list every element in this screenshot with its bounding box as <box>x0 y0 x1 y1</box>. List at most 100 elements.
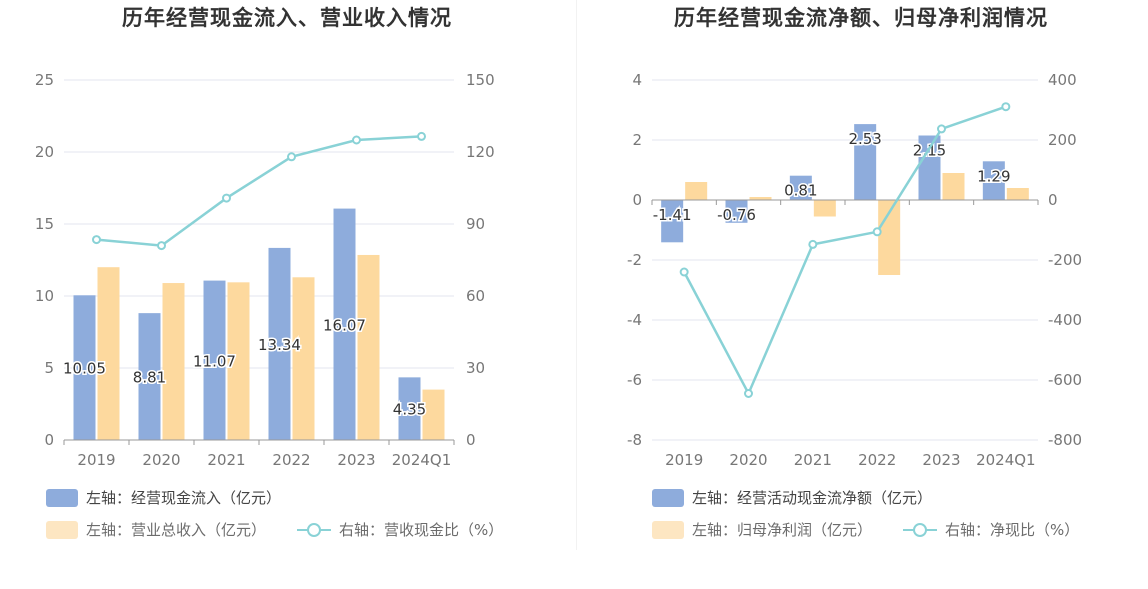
x-tick-label: 2021 <box>794 451 832 469</box>
x-tick-label: 2023 <box>337 451 375 469</box>
y-right-tick-label: -200 <box>1048 251 1082 269</box>
bar-2024Q1-secondary <box>1006 188 1029 200</box>
ratio-point-2023 <box>937 124 946 134</box>
bar-2020-primary <box>725 200 748 223</box>
legend-item-cash-inflow[interactable]: 左轴：经营现金流入（亿元） <box>46 487 281 508</box>
legend-swatch <box>652 520 684 539</box>
bar-2022-secondary <box>878 200 901 275</box>
legend-item-revenue[interactable]: 左轴：营业总收入（亿元） <box>46 519 266 540</box>
bar-2021-secondary <box>227 282 250 440</box>
y-left-tick-label: 25 <box>35 71 54 89</box>
bar-data-label: 2.15 <box>913 142 946 160</box>
y-right-tick-label: 150 <box>466 71 495 89</box>
y-left-tick-label: -8 <box>627 431 642 449</box>
bar-2022-primary <box>854 124 877 200</box>
bar-data-label: 8.81 <box>133 369 166 387</box>
ratio-point-2024Q1 <box>1001 102 1011 112</box>
legend-item-net-profit[interactable]: 左轴：归母净利润（亿元） <box>652 519 872 540</box>
bar-2020-secondary <box>749 197 772 200</box>
bar-data-label: 4.35 <box>393 401 426 419</box>
y-right-tick-label: 60 <box>466 287 485 305</box>
bar-2022-primary <box>268 247 291 440</box>
y-left-tick-label: 2 <box>632 131 642 149</box>
bar-2024Q1-primary <box>982 161 1005 200</box>
legend-item-cash-ratio[interactable]: 右轴：营收现金比（%） <box>297 519 503 540</box>
y-left-tick-label: -6 <box>627 371 642 389</box>
x-tick-label: 2024Q1 <box>392 451 452 469</box>
bar-2024Q1-secondary <box>422 389 445 440</box>
legend-item-net-cash-ratio[interactable]: 右轴：净现比（%） <box>903 519 1079 540</box>
bar-data-label: 1.29 <box>977 167 1010 185</box>
chart-plot: -8 -6 -4 -2 0 2 4 -800 -600 -400 -200 0 200 400 2019 20… <box>627 71 1082 469</box>
bar-2024Q1-primary <box>398 377 421 440</box>
x-tick-label: 2021 <box>207 451 245 469</box>
y-right-tick-label: -600 <box>1048 371 1082 389</box>
legend-swatch <box>46 488 78 507</box>
bar-2019-secondary <box>685 182 708 200</box>
bar-data-label: 16.07 <box>323 316 366 334</box>
x-tick-label: 2022 <box>272 451 310 469</box>
ratio-point-2023 <box>352 135 361 145</box>
legend-swatch <box>652 488 684 507</box>
bar-2022-secondary <box>292 277 315 440</box>
bar-2023-primary <box>918 135 941 200</box>
x-tick-label: 2019 <box>77 451 115 469</box>
cash-inflow-revenue-chart: 历年经营现金流入、营业收入情况 0 5 10 15 20 25 0 30 60 90 120 150 2… <box>35 6 503 540</box>
bar-2020-secondary <box>162 283 185 440</box>
bar-2020-primary <box>138 313 161 440</box>
y-left-tick-label: -2 <box>627 251 642 269</box>
ratio-point-2019 <box>679 267 689 277</box>
x-tick-label: 2022 <box>858 451 896 469</box>
y-left-tick-label: 15 <box>35 215 54 233</box>
legend-item-net-cash-flow[interactable]: 左轴：经营活动现金流净额（亿元） <box>652 487 932 508</box>
y-left-tick-label: 5 <box>44 359 54 377</box>
y-right-tick-label: 30 <box>466 359 485 377</box>
y-right-tick-label: -400 <box>1048 311 1082 329</box>
bar-2023-secondary <box>942 173 965 200</box>
y-right-tick-label: 0 <box>1048 191 1058 209</box>
ratio-line <box>683 105 1007 397</box>
y-left-tick-label: 4 <box>632 71 642 89</box>
ratio-point-2019 <box>92 235 101 245</box>
y-right-tick-label: 120 <box>466 143 495 161</box>
ratio-point-2024Q1 <box>417 131 426 141</box>
bar-data-label: 0.81 <box>784 182 817 200</box>
bar-2019-primary <box>661 200 684 243</box>
chart-title: 历年经营现金流净额、归母净利润情况 <box>674 6 1048 30</box>
net-cash-flow-profit-chart: 历年经营现金流净额、归母净利润情况 -8 -6 -4 -2 0 2 4 -800 -600 -40… <box>574 0 1148 589</box>
y-right-tick-label: 200 <box>1048 131 1077 149</box>
x-tick-label: 2019 <box>665 451 703 469</box>
bar-data-label: -0.76 <box>717 206 756 224</box>
y-right-tick-label: 400 <box>1048 71 1077 89</box>
y-right-tick-label: -800 <box>1048 431 1082 449</box>
x-tick-label: 2024Q1 <box>976 451 1036 469</box>
y-right-tick-label: 0 <box>466 431 476 449</box>
chart-plot: 0 5 10 15 20 25 0 30 60 90 120 150 2019 2020 2021 2022 2… <box>35 71 495 469</box>
bar-data-label: 2.53 <box>848 130 881 148</box>
bar-2023-primary <box>333 208 356 440</box>
ratio-point-2021 <box>222 193 231 203</box>
bar-data-label: -1.41 <box>653 206 692 224</box>
ratio-point-2022 <box>287 152 296 162</box>
bar-2019-secondary <box>97 267 120 440</box>
ratio-point-2021 <box>808 239 818 249</box>
legend-line-swatch <box>903 521 937 539</box>
bar-2021-primary <box>789 175 812 200</box>
legend-label: 右轴：净现比（%） <box>945 521 1080 539</box>
x-tick-label: 2020 <box>142 451 180 469</box>
bar-data-label: 13.34 <box>258 336 301 354</box>
y-left-tick-label: -4 <box>627 311 642 329</box>
chart-title: 历年经营现金流入、营业收入情况 <box>122 6 452 30</box>
ratio-point-2020 <box>157 241 166 251</box>
bar-data-label: 10.05 <box>63 360 106 378</box>
x-tick-label: 2020 <box>729 451 767 469</box>
bar-2021-primary <box>203 280 226 440</box>
legend-label: 左轴：营业总收入（亿元） <box>86 521 267 539</box>
legend-label: 右轴：营收现金比（%） <box>339 521 504 539</box>
legend-label: 左轴：经营活动现金流净额（亿元） <box>692 489 933 507</box>
bar-data-label: 11.07 <box>193 352 236 370</box>
panel-divider <box>576 0 577 550</box>
legend-label: 左轴：经营现金流入（亿元） <box>86 489 282 507</box>
ratio-point-2022 <box>872 227 882 237</box>
legend-label: 左轴：归母净利润（亿元） <box>692 521 873 539</box>
